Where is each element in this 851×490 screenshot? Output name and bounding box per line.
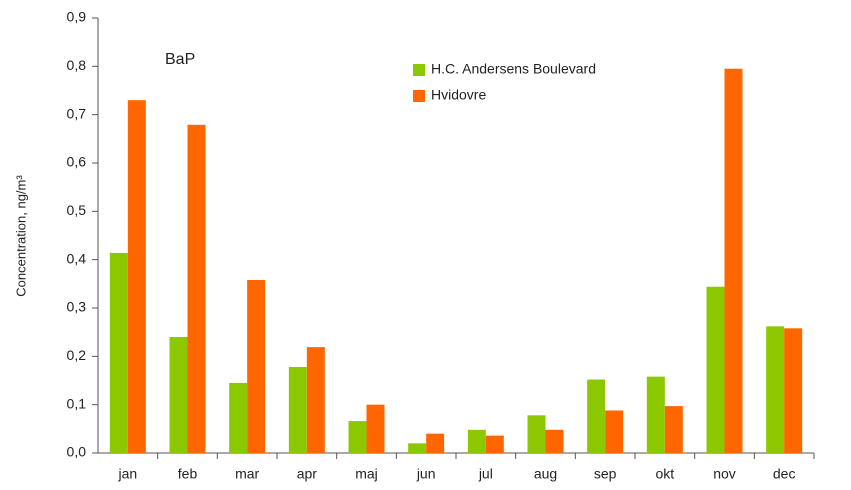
y-axis-label: Concentration, ng/m³ bbox=[13, 175, 28, 297]
bar bbox=[169, 337, 188, 453]
bar bbox=[127, 100, 146, 454]
y-tick-label: 0,1 bbox=[67, 395, 87, 411]
y-tick-label: 0,9 bbox=[67, 9, 87, 25]
y-tick-label: 0,0 bbox=[67, 444, 87, 460]
y-tick-label: 0,6 bbox=[67, 154, 87, 170]
y-tick-label: 0,4 bbox=[67, 250, 87, 266]
x-tick-label: nov bbox=[713, 466, 736, 482]
bar bbox=[229, 382, 248, 453]
bar bbox=[527, 415, 546, 453]
x-tick-label: jun bbox=[416, 466, 436, 482]
bar bbox=[467, 429, 486, 453]
bar bbox=[366, 404, 385, 453]
bar bbox=[664, 406, 683, 453]
x-tick-label: feb bbox=[178, 466, 198, 482]
legend-swatch bbox=[413, 90, 425, 102]
bar bbox=[706, 286, 725, 453]
x-tick-label: jul bbox=[478, 466, 493, 482]
legend-label: Hvidovre bbox=[431, 87, 486, 103]
bar bbox=[408, 443, 427, 453]
bar bbox=[784, 328, 803, 453]
y-tick-label: 0,5 bbox=[67, 202, 87, 218]
y-tick-label: 0,7 bbox=[67, 105, 87, 121]
bar bbox=[187, 124, 206, 454]
bar bbox=[288, 366, 307, 453]
x-tick-label: mar bbox=[235, 466, 259, 482]
bar bbox=[587, 379, 606, 453]
y-tick-label: 0,2 bbox=[67, 347, 87, 363]
x-tick-label: dec bbox=[773, 466, 796, 482]
x-tick-label: jan bbox=[117, 466, 137, 482]
bar bbox=[426, 433, 445, 453]
bar bbox=[306, 347, 325, 453]
bar bbox=[348, 421, 367, 453]
bar bbox=[545, 429, 564, 453]
bar bbox=[605, 410, 624, 453]
x-tick-label: apr bbox=[297, 466, 318, 482]
bar bbox=[109, 252, 128, 453]
bar bbox=[724, 68, 743, 453]
bar bbox=[247, 279, 266, 453]
legend-label: H.C. Andersens Boulevard bbox=[431, 61, 596, 77]
x-tick-label: sep bbox=[594, 466, 617, 482]
bar bbox=[646, 376, 665, 453]
y-tick-label: 0,3 bbox=[67, 299, 87, 315]
bar bbox=[766, 326, 785, 453]
x-tick-label: aug bbox=[534, 466, 557, 482]
x-tick-label: okt bbox=[655, 466, 674, 482]
annotation: BaP bbox=[165, 51, 195, 68]
legend-swatch bbox=[413, 64, 425, 76]
x-tick-label: maj bbox=[355, 466, 378, 482]
y-tick-label: 0,8 bbox=[67, 57, 87, 73]
bar bbox=[485, 435, 504, 453]
